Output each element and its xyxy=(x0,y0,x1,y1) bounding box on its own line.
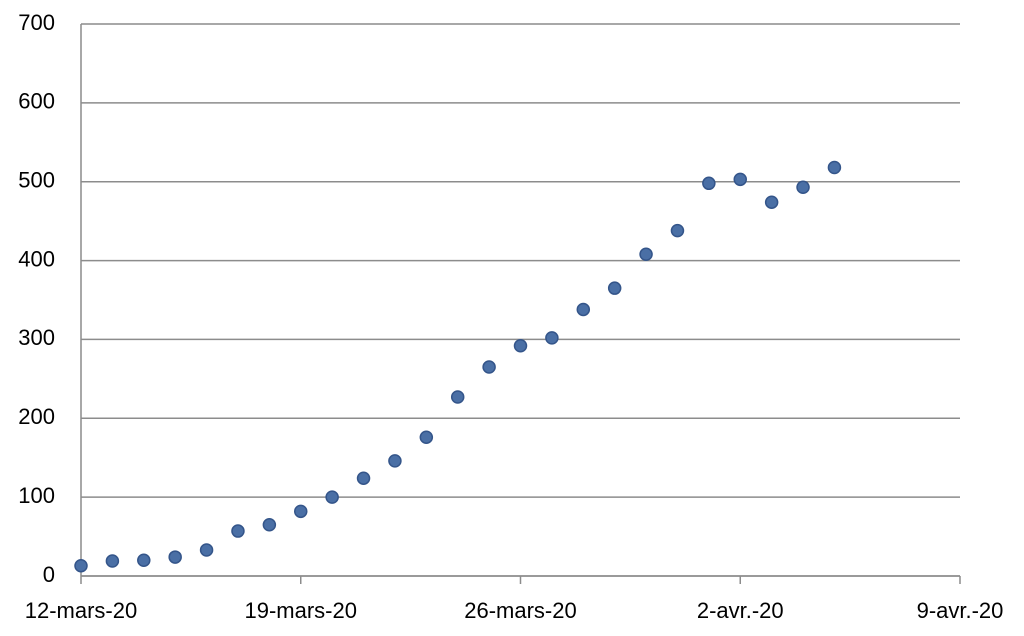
x-tick-label: 2-avr.-20 xyxy=(697,598,784,623)
y-tick-label: 400 xyxy=(18,246,55,271)
point xyxy=(356,471,371,485)
point xyxy=(262,517,277,532)
point xyxy=(450,390,465,404)
point xyxy=(137,553,151,567)
point xyxy=(764,195,779,209)
point xyxy=(199,543,214,557)
point xyxy=(796,180,810,194)
point xyxy=(294,504,308,519)
point xyxy=(168,550,182,564)
point xyxy=(231,524,245,538)
x-tick-label: 9-avr.-20 xyxy=(917,598,1004,623)
point xyxy=(576,302,591,317)
point xyxy=(388,454,402,468)
point xyxy=(513,338,528,353)
point xyxy=(702,176,716,191)
x-tick-label: 12-mars-20 xyxy=(25,598,137,623)
point xyxy=(827,160,842,175)
y-tick-label: 200 xyxy=(18,404,55,429)
y-tick-label: 100 xyxy=(18,483,55,508)
point xyxy=(105,554,120,568)
y-tick-label: 500 xyxy=(18,168,55,193)
point xyxy=(733,172,747,187)
x-tick-label: 26-mars-20 xyxy=(464,598,576,623)
point xyxy=(482,360,496,374)
x-tick-label: 19-mars-20 xyxy=(245,598,357,623)
y-tick-label: 700 xyxy=(18,10,55,35)
point xyxy=(74,558,88,573)
point xyxy=(325,490,339,504)
point xyxy=(607,281,622,295)
point xyxy=(419,430,434,444)
point xyxy=(670,223,685,238)
y-tick-label: 600 xyxy=(18,89,55,114)
point xyxy=(639,247,653,262)
point xyxy=(545,331,559,345)
y-tick-label: 0 xyxy=(43,562,55,587)
y-tick-label: 300 xyxy=(18,325,55,350)
